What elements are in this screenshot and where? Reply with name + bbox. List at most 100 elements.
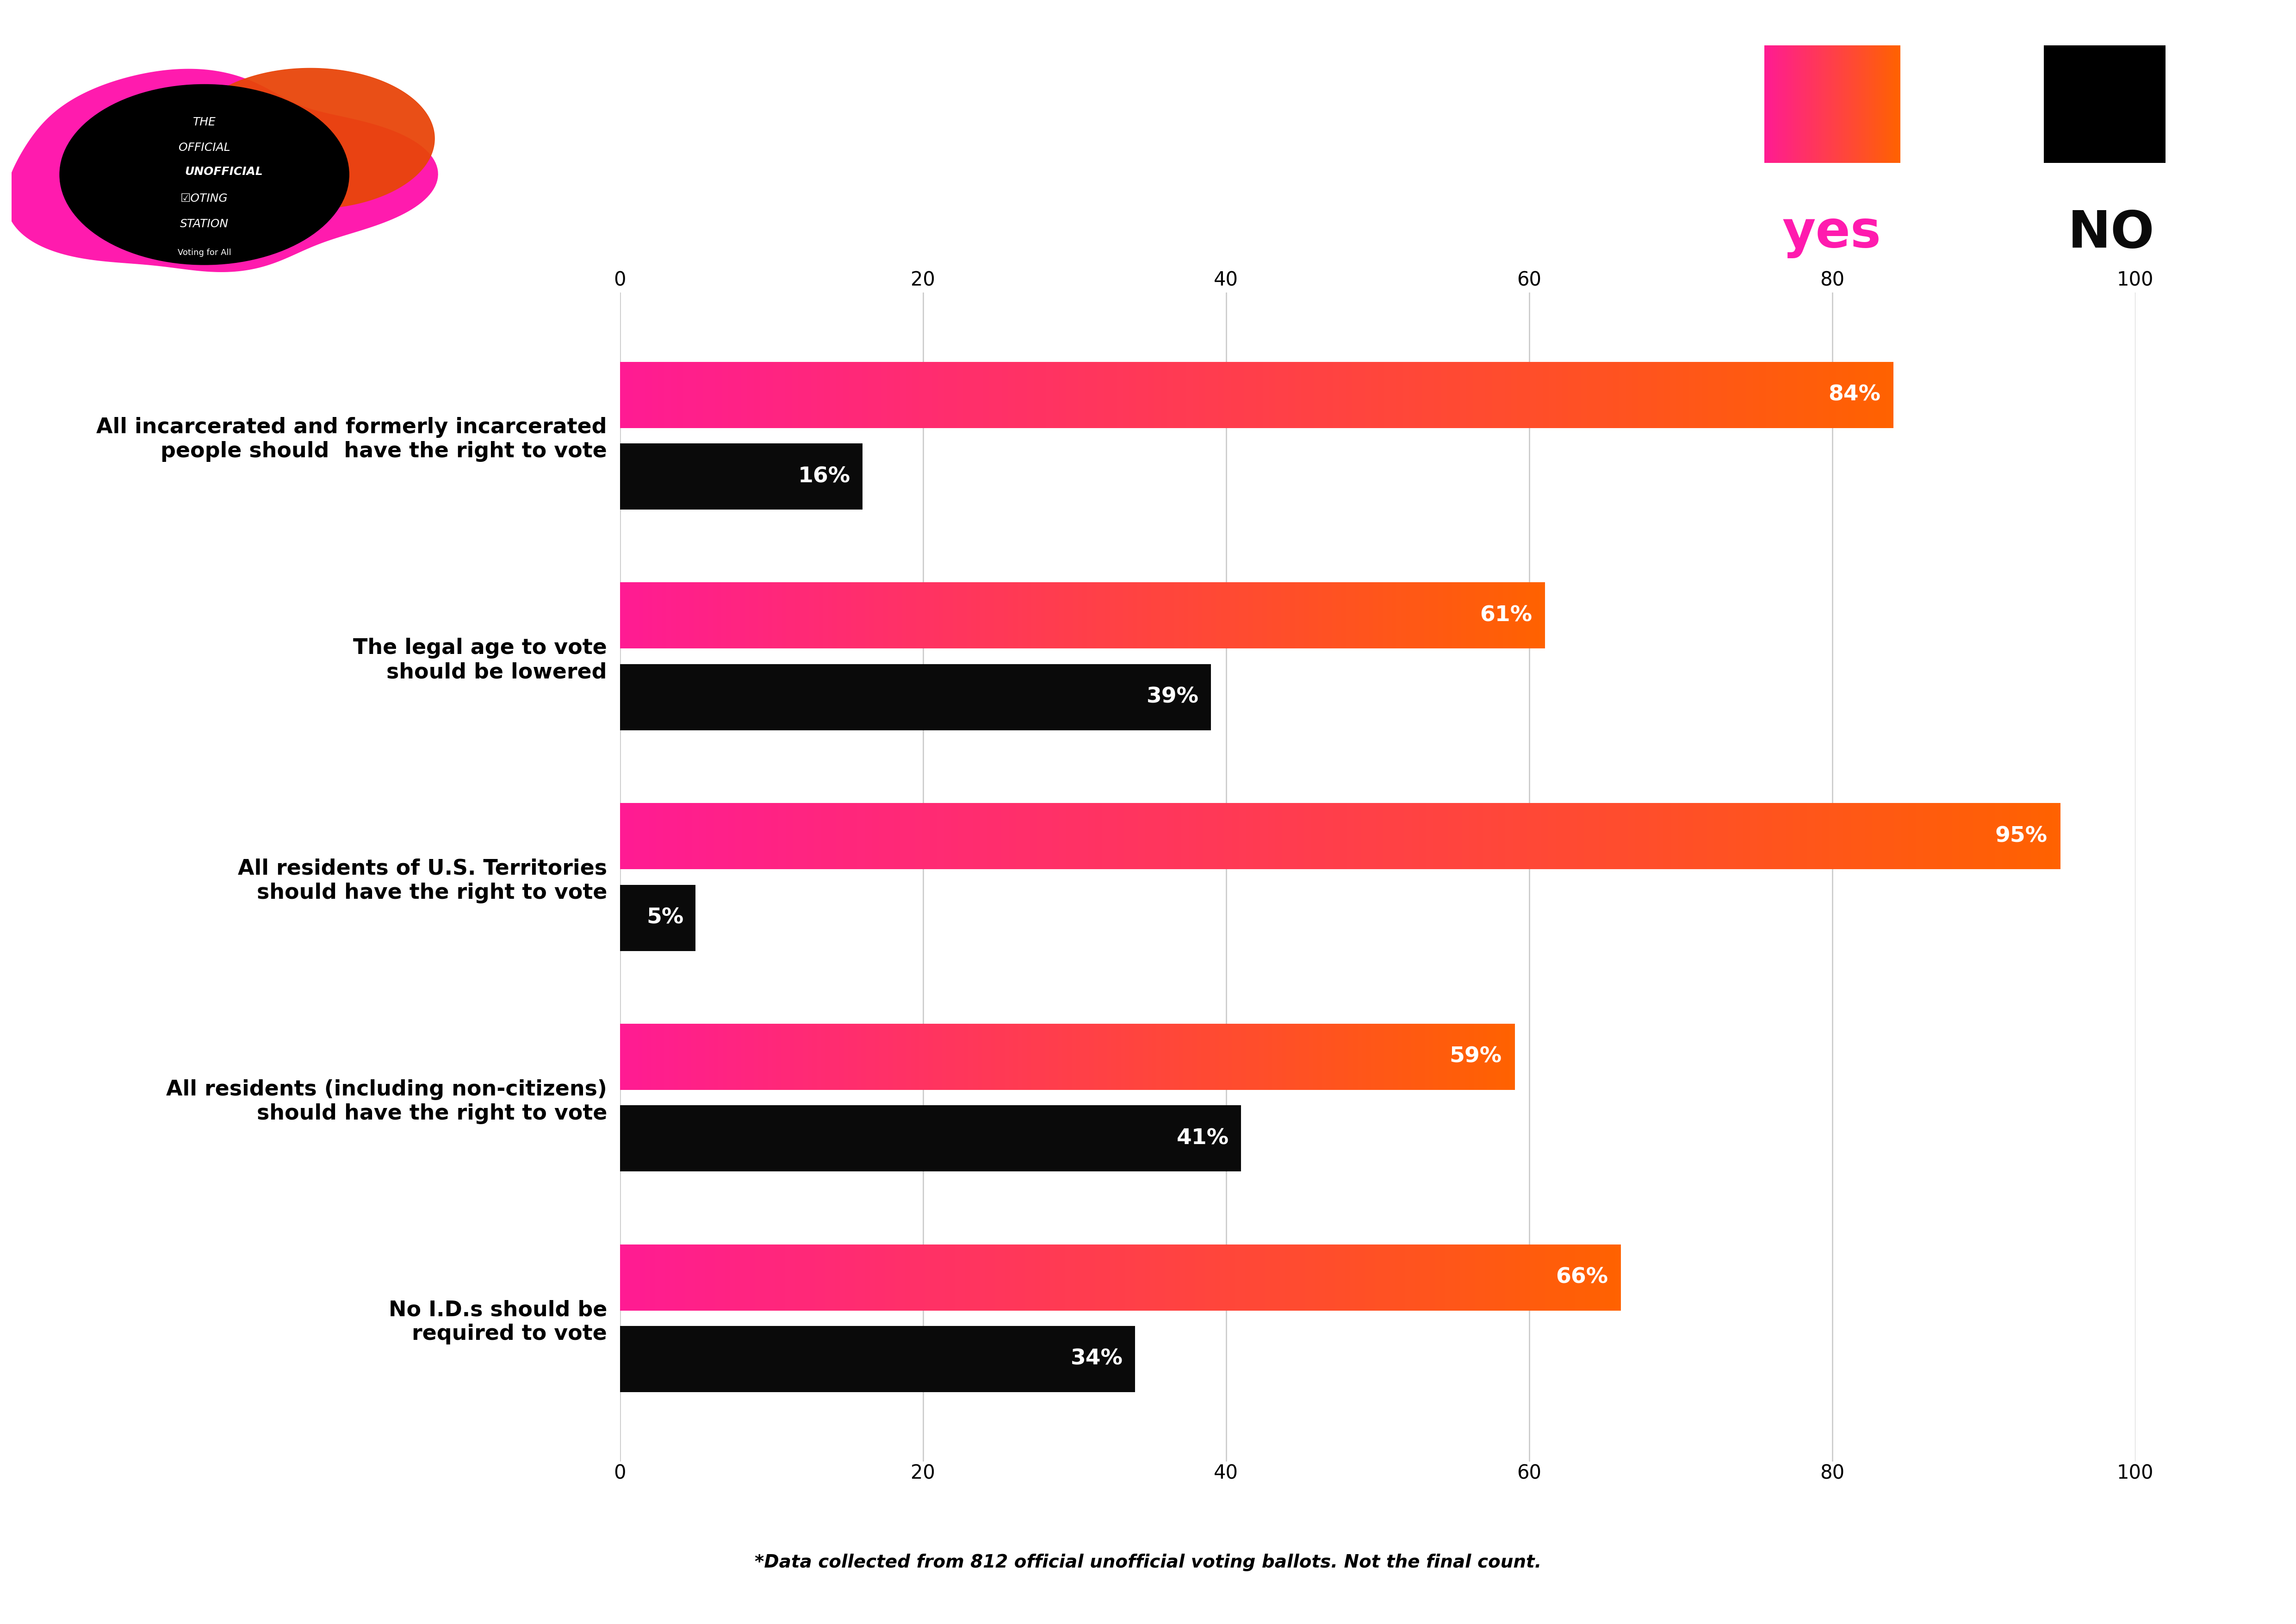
Bar: [1403, 1023, 1407, 1090]
Bar: [833, 1023, 840, 1090]
Bar: [620, 664, 1210, 731]
Bar: [1426, 802, 1435, 869]
Bar: [1272, 1023, 1279, 1090]
Bar: [1504, 362, 1511, 429]
Bar: [1414, 1244, 1421, 1311]
Bar: [1072, 362, 1079, 429]
Bar: [1318, 583, 1322, 648]
Bar: [1456, 583, 1463, 648]
Bar: [817, 362, 824, 429]
Bar: [748, 802, 758, 869]
Bar: [1001, 1244, 1006, 1311]
Bar: [1013, 1023, 1019, 1090]
Bar: [1254, 802, 1261, 869]
Bar: [1506, 802, 1513, 869]
Bar: [1857, 802, 1867, 869]
Bar: [937, 802, 944, 869]
Bar: [760, 1244, 765, 1311]
Bar: [1362, 1023, 1366, 1090]
Bar: [1097, 1023, 1104, 1090]
Bar: [850, 1244, 856, 1311]
Bar: [1281, 1023, 1286, 1090]
Bar: [1109, 802, 1118, 869]
Bar: [1274, 1244, 1281, 1311]
Bar: [1254, 583, 1258, 648]
Bar: [957, 802, 967, 869]
Bar: [1339, 362, 1345, 429]
Bar: [1830, 802, 1837, 869]
Bar: [698, 802, 707, 869]
Bar: [2046, 802, 2053, 869]
Bar: [670, 362, 677, 429]
Bar: [1816, 362, 1823, 429]
Bar: [1063, 583, 1070, 648]
Bar: [1456, 1244, 1460, 1311]
Bar: [790, 583, 797, 648]
Bar: [643, 1023, 647, 1090]
Bar: [923, 802, 930, 869]
Bar: [1019, 1244, 1026, 1311]
Bar: [691, 1023, 696, 1090]
Bar: [1557, 802, 1564, 869]
Bar: [1486, 362, 1492, 429]
Bar: [625, 1244, 631, 1311]
Bar: [1123, 362, 1130, 429]
Bar: [1382, 583, 1387, 648]
Bar: [1931, 802, 1938, 869]
Bar: [900, 802, 909, 869]
Bar: [714, 1244, 721, 1311]
Bar: [1520, 1244, 1527, 1311]
Bar: [753, 583, 760, 648]
Bar: [1279, 1244, 1286, 1311]
Bar: [1097, 362, 1104, 429]
Bar: [1371, 1023, 1375, 1090]
Bar: [790, 1023, 794, 1090]
Bar: [1614, 1244, 1621, 1311]
Bar: [1272, 583, 1277, 648]
Bar: [1417, 1023, 1421, 1090]
Bar: [1091, 362, 1097, 429]
Bar: [1463, 802, 1469, 869]
Bar: [1215, 1023, 1219, 1090]
Bar: [1120, 1244, 1125, 1311]
Bar: [620, 1244, 627, 1311]
Bar: [1169, 1023, 1176, 1090]
Bar: [1288, 362, 1295, 429]
Bar: [1015, 1244, 1022, 1311]
Bar: [1851, 802, 1860, 869]
Bar: [1359, 1244, 1366, 1311]
Bar: [1766, 362, 1773, 429]
Bar: [1224, 802, 1233, 869]
Bar: [1570, 1244, 1575, 1311]
Bar: [1497, 1023, 1502, 1090]
Bar: [670, 583, 675, 648]
Bar: [1325, 1244, 1332, 1311]
Bar: [1095, 1244, 1100, 1311]
Bar: [1201, 1244, 1205, 1311]
Bar: [1380, 1244, 1387, 1311]
Bar: [999, 583, 1003, 648]
Bar: [1582, 362, 1589, 429]
Polygon shape: [7, 70, 439, 271]
Bar: [983, 1023, 987, 1090]
Bar: [1887, 802, 1894, 869]
Bar: [1332, 1023, 1336, 1090]
Bar: [1261, 1244, 1265, 1311]
Bar: [1320, 362, 1327, 429]
Bar: [1235, 1244, 1240, 1311]
Bar: [1058, 1023, 1063, 1090]
Bar: [650, 1244, 657, 1311]
Bar: [751, 1244, 755, 1311]
Bar: [739, 1244, 746, 1311]
Bar: [636, 1244, 641, 1311]
Bar: [1084, 362, 1091, 429]
Text: STATION: STATION: [179, 219, 230, 229]
Bar: [1210, 802, 1219, 869]
Text: 84%: 84%: [1828, 385, 1880, 406]
Bar: [689, 583, 696, 648]
Bar: [1130, 362, 1137, 429]
Bar: [1173, 362, 1180, 429]
Bar: [1391, 583, 1398, 648]
Bar: [781, 1023, 785, 1090]
Bar: [760, 362, 767, 429]
